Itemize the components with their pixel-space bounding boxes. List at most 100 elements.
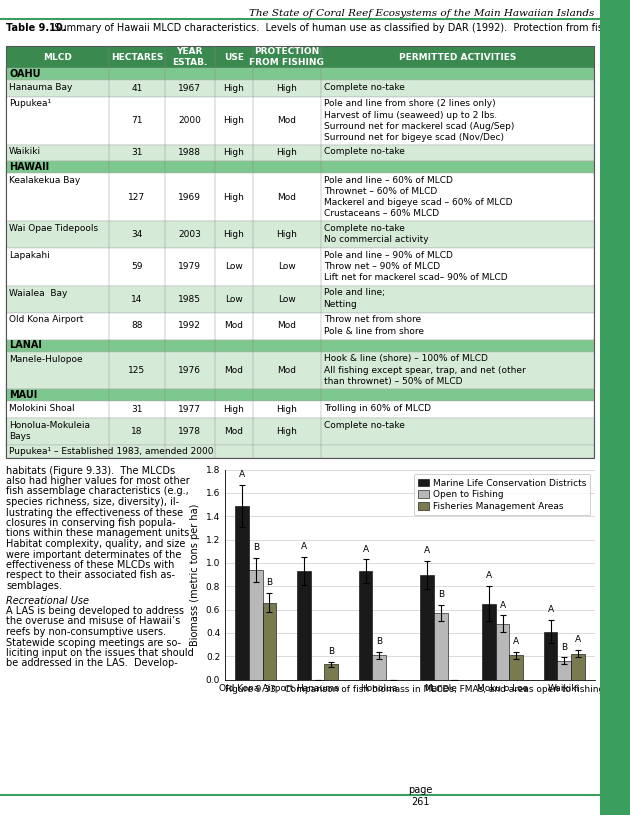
Text: Honolua-Mokuleia
Bays: Honolua-Mokuleia Bays: [9, 421, 90, 441]
Text: Kealakekua Bay: Kealakekua Bay: [9, 176, 80, 185]
Text: HAWAII: HAWAII: [9, 162, 49, 172]
Text: habitats (Figure 9.33).  The MLCDs: habitats (Figure 9.33). The MLCDs: [6, 465, 175, 475]
Text: liciting input on the issues that should: liciting input on the issues that should: [6, 648, 194, 658]
Text: B: B: [561, 642, 567, 651]
Text: High: High: [277, 405, 297, 414]
Text: the overuse and misuse of Hawaii’s: the overuse and misuse of Hawaii’s: [6, 616, 180, 627]
Bar: [6, 444, 594, 457]
Text: Complete no-take: Complete no-take: [324, 83, 404, 92]
Bar: [571, 654, 585, 680]
Text: A: A: [362, 544, 369, 553]
Text: A: A: [513, 637, 519, 645]
Text: Mod: Mod: [277, 116, 296, 125]
Text: LANAI: LANAI: [9, 341, 42, 350]
Text: B: B: [438, 590, 444, 599]
Text: PROTECTION
FROM FISHING: PROTECTION FROM FISHING: [249, 47, 324, 67]
Text: 1976: 1976: [178, 366, 201, 375]
Bar: [6, 173, 594, 221]
Text: High: High: [224, 148, 244, 157]
Bar: [6, 312, 594, 340]
Text: HECTARES: HECTARES: [111, 52, 163, 61]
Text: Pupukea¹: Pupukea¹: [9, 99, 51, 108]
Text: 59: 59: [131, 262, 142, 271]
Text: 88: 88: [131, 321, 142, 331]
Text: were important determinates of the: were important determinates of the: [6, 549, 181, 560]
Text: 1988: 1988: [178, 148, 201, 157]
Bar: [509, 655, 523, 680]
Text: A: A: [486, 571, 492, 580]
Text: 1985: 1985: [178, 294, 201, 303]
Text: Mod: Mod: [224, 321, 243, 331]
Bar: [6, 417, 594, 444]
Text: Wai Opae Tidepools: Wai Opae Tidepools: [9, 224, 98, 233]
Text: OAHU: OAHU: [9, 69, 40, 79]
Text: Lapakahi: Lapakahi: [9, 251, 50, 260]
Text: be addressed in the LAS.  Develop-: be addressed in the LAS. Develop-: [6, 659, 178, 668]
Text: B: B: [376, 637, 382, 645]
Text: Complete no-take: Complete no-take: [324, 148, 404, 156]
Text: The State of Coral Reef Ecosystems of the Main Hawaiian Islands: The State of Coral Reef Ecosystems of th…: [249, 8, 594, 17]
Text: High: High: [224, 230, 244, 239]
Text: 1977: 1977: [178, 405, 201, 414]
Text: A: A: [239, 469, 245, 479]
Text: tions within these management units.: tions within these management units.: [6, 528, 192, 539]
Text: also had higher values for most other: also had higher values for most other: [6, 476, 190, 486]
Bar: [6, 68, 594, 80]
Text: High: High: [277, 230, 297, 239]
Bar: [6, 80, 594, 96]
Text: A: A: [424, 546, 430, 555]
Text: Low: Low: [225, 294, 243, 303]
Text: MAUI: MAUI: [9, 390, 37, 400]
Text: A: A: [575, 636, 581, 645]
Text: Table 9.10.: Table 9.10.: [6, 23, 66, 33]
Text: B: B: [266, 579, 272, 588]
Text: Throw net from shore
Pole & line from shore: Throw net from shore Pole & line from sh…: [324, 315, 423, 336]
Text: fish assemblage characteristics (e.g.,: fish assemblage characteristics (e.g.,: [6, 487, 189, 496]
Text: Figure 9.33.  Comparison of fish biomass in MLCDs, FMAs, and areas open to fishi: Figure 9.33. Comparison of fish biomass …: [225, 685, 630, 694]
Text: Statewide scoping meetings are so-: Statewide scoping meetings are so-: [6, 637, 181, 647]
Bar: [558, 661, 571, 680]
Text: 41: 41: [131, 84, 142, 93]
Text: Molokini Shoal: Molokini Shoal: [9, 404, 74, 413]
Bar: [6, 351, 594, 389]
Text: High: High: [277, 84, 297, 93]
Bar: [6, 221, 594, 248]
Text: Low: Low: [278, 262, 295, 271]
Text: Old Kona Airport: Old Kona Airport: [9, 315, 83, 324]
Text: page
261: page 261: [408, 786, 432, 807]
Text: Hanauma Bay: Hanauma Bay: [9, 83, 72, 92]
Text: High: High: [277, 148, 297, 157]
Text: 1967: 1967: [178, 84, 201, 93]
Y-axis label: Biomass (metric tons per ha): Biomass (metric tons per ha): [190, 504, 200, 645]
Text: Pole and line – 60% of MLCD
Thrownet – 60% of MLCD
Mackerel and bigeye scad – 60: Pole and line – 60% of MLCD Thrownet – 6…: [324, 176, 512, 218]
Text: Low: Low: [225, 262, 243, 271]
Legend: Marine Life Conservation Districts, Open to Fishing, Fisheries Management Areas: Marine Life Conservation Districts, Open…: [414, 474, 590, 515]
Bar: [6, 285, 594, 312]
Text: 71: 71: [131, 116, 142, 125]
Text: Summary of Hawaii MLCD characteristics.  Levels of human use as classified by DA: Summary of Hawaii MLCD characteristics. …: [48, 23, 630, 33]
Text: Hook & line (shore) – 100% of MLCD
All fishing except spear, trap, and net (othe: Hook & line (shore) – 100% of MLCD All f…: [324, 355, 525, 385]
Bar: [544, 632, 558, 680]
Bar: [359, 571, 372, 680]
Text: Waialea  Bay: Waialea Bay: [9, 289, 67, 297]
Text: 127: 127: [129, 192, 146, 201]
Text: closures in conserving fish popula-: closures in conserving fish popula-: [6, 518, 176, 528]
Text: 31: 31: [131, 405, 142, 414]
Bar: [6, 340, 594, 351]
Text: Pole and line;
Netting: Pole and line; Netting: [324, 289, 384, 309]
Text: effectiveness of these MLCDs with: effectiveness of these MLCDs with: [6, 560, 175, 570]
Text: YEAR
ESTAB.: YEAR ESTAB.: [172, 47, 207, 67]
Bar: [6, 248, 594, 285]
Text: High: High: [224, 405, 244, 414]
Bar: [6, 46, 594, 68]
Text: High: High: [224, 84, 244, 93]
Text: High: High: [277, 426, 297, 435]
Text: 1969: 1969: [178, 192, 201, 201]
Text: 2003: 2003: [178, 230, 201, 239]
Text: Pole and line from shore (2 lines only)
Harvest of limu (seaweed) up to 2 lbs.
S: Pole and line from shore (2 lines only) …: [324, 99, 514, 142]
Bar: [420, 575, 434, 680]
Text: Waikiki: Waikiki: [9, 148, 41, 156]
Text: A: A: [500, 601, 505, 610]
Text: Mod: Mod: [224, 426, 243, 435]
Bar: [496, 623, 509, 680]
